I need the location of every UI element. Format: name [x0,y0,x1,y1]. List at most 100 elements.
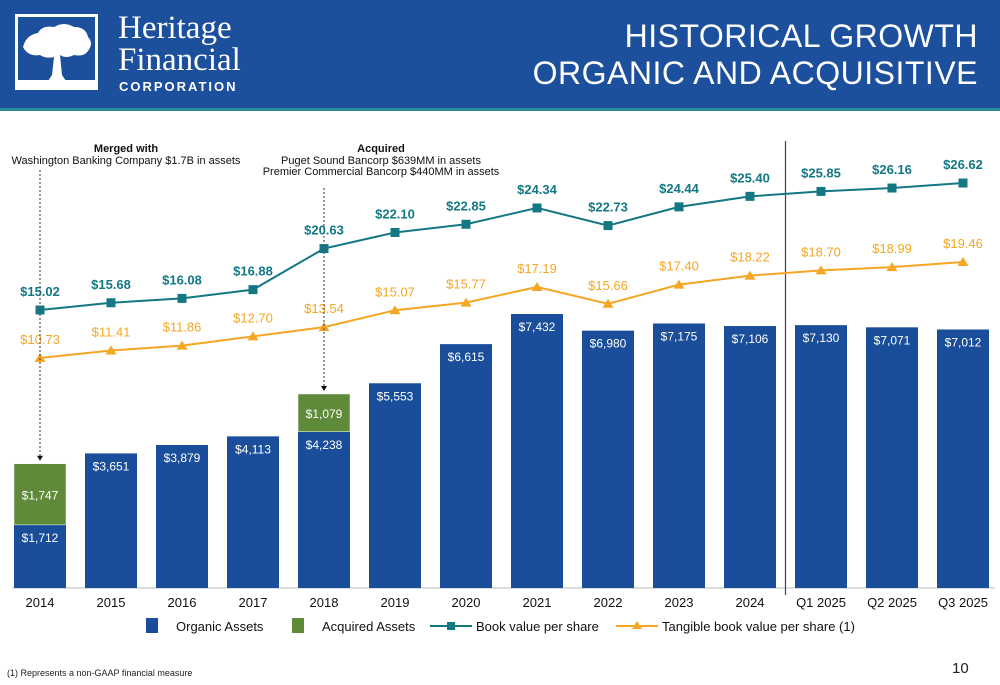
bar-label-organic: $3,651 [93,459,130,473]
x-tick-label: 2023 [665,595,694,610]
annotation-text: Puget Sound Bancorp $639MM in assets [281,155,481,167]
legend-swatch-acquired [292,618,304,633]
tangible-book-value-marker [815,265,827,275]
bar-organic-2022 [582,330,634,588]
bar-organic-2024 [724,326,776,588]
footnote: (1) Represents a non-GAAP financial meas… [7,668,193,678]
tangible-book-value-marker [34,353,46,362]
bar-organic-2016 [156,444,208,588]
annotation-text: Premier Commercial Bancorp $440MM in ass… [263,166,500,178]
page-title-line1: HISTORICAL GROWTH [624,18,978,54]
x-tick-label: 2019 [381,595,410,610]
book-value-marker [958,178,968,188]
tangible-book-value-marker [744,270,756,280]
bar-label-organic: $4,238 [306,438,343,452]
book-value-marker [177,293,187,303]
company-name-line2: Financial [118,42,241,78]
book-value-data-label: $20.63 [304,223,344,238]
x-tick-label: 2022 [594,595,623,610]
tangible-book-value-data-label: $18.99 [872,241,912,256]
book-value-data-label: $22.73 [588,200,628,215]
page-title-line2: ORGANIC AND ACQUISITIVE [532,55,978,91]
company-name: Heritage Financial [118,10,241,78]
book-value-marker [106,298,116,308]
legend-marker-tangible-book-value [632,621,642,629]
tangible-book-value-data-label: $17.40 [659,259,699,274]
tangible-book-value-data-label: $12.70 [233,310,273,325]
bar-organic-2021 [511,314,563,588]
bar-organic-2019 [369,383,421,588]
book-value-marker [390,227,400,237]
bar-label-acquired: $1,747 [22,488,59,502]
bar-label-organic: $7,106 [732,332,769,346]
bar-label-organic: $7,012 [945,335,982,349]
page-title: HISTORICAL GROWTH ORGANIC AND ACQUISITIV… [533,18,978,92]
book-value-data-label: $26.62 [943,157,983,172]
bar-label-organic: $5,553 [377,389,414,403]
x-tick-label: 2014 [26,595,55,610]
tangible-book-value-marker [957,257,969,266]
x-tick-label: 2017 [239,595,268,610]
bar-acquired-2014 [13,463,67,526]
tangible-book-value-marker [389,305,401,315]
tangible-book-value-marker [247,331,259,341]
tangible-book-value-marker [886,262,898,272]
book-value-data-label: $22.85 [446,198,486,213]
tangible-book-value-marker [460,297,472,307]
x-tick-label: Q1 2025 [796,595,846,610]
bar-acquired-2018 [297,393,351,433]
x-tick-label: 2016 [168,595,197,610]
bar-label-organic: $6,980 [590,337,627,351]
bar-organic-2017 [227,436,279,588]
bar-organic-Q1-2025 [795,325,847,588]
tangible-book-value-data-label: $15.77 [446,277,486,292]
x-tick-label: Q2 2025 [867,595,917,610]
bar-organic-2018 [298,431,350,588]
annotation-title: Merged with [94,143,158,155]
bar-organic-2015 [85,453,137,588]
bar-label-organic: $7,071 [874,333,911,347]
book-value-marker [745,191,755,201]
book-value-data-label: $25.85 [801,165,841,180]
tangible-book-value-marker [105,345,117,355]
book-value-data-label: $16.88 [233,264,273,279]
bar-label-organic: $4,113 [235,442,271,456]
legend-label: Tangible book value per share (1) [662,619,855,634]
book-value-marker [674,202,684,212]
tangible-book-value-data-label: $19.46 [943,236,983,251]
x-tick-label: 2020 [452,595,481,610]
bar-label-organic: $7,432 [519,320,556,334]
company-name-line1: Heritage [118,10,232,46]
tangible-book-value-data-label: $17.19 [517,261,557,276]
book-value-marker [461,219,471,229]
bar-organic-Q2-2025 [866,327,918,588]
bar-label-organic: $7,175 [661,329,698,343]
arrow-down-icon [37,455,43,461]
book-value-data-label: $24.34 [517,182,558,197]
header-banner: Heritage Financial CORPORATION HISTORICA… [0,0,1000,111]
book-value-marker [603,221,613,231]
tangible-book-value-data-label: $18.22 [730,250,770,265]
book-value-line [39,182,964,311]
x-tick-label: 2021 [523,595,552,610]
book-value-data-label: $24.44 [659,181,700,196]
tangible-book-value-data-label: $11.86 [163,320,202,335]
tangible-book-value-data-label: $11.41 [92,325,131,340]
book-value-data-label: $25.40 [730,170,770,185]
book-value-marker [532,203,542,213]
book-value-data-label: $26.16 [872,162,912,177]
bar-label-organic: $3,879 [164,451,201,465]
bar-label-organic: $7,130 [803,331,840,345]
x-tick-label: 2024 [736,595,765,610]
legend-marker-book-value [447,622,455,630]
bar-organic-2020 [440,344,492,588]
tree-icon [15,14,98,90]
legend-swatch-organic [146,618,158,633]
bar-organic-2023 [653,323,705,588]
bar-label-organic: $1,712 [22,531,59,545]
book-value-marker [816,186,826,196]
x-tick-label: 2015 [97,595,126,610]
tangible-book-value-data-label: $15.07 [375,284,415,299]
book-value-data-label: $15.68 [91,277,131,292]
